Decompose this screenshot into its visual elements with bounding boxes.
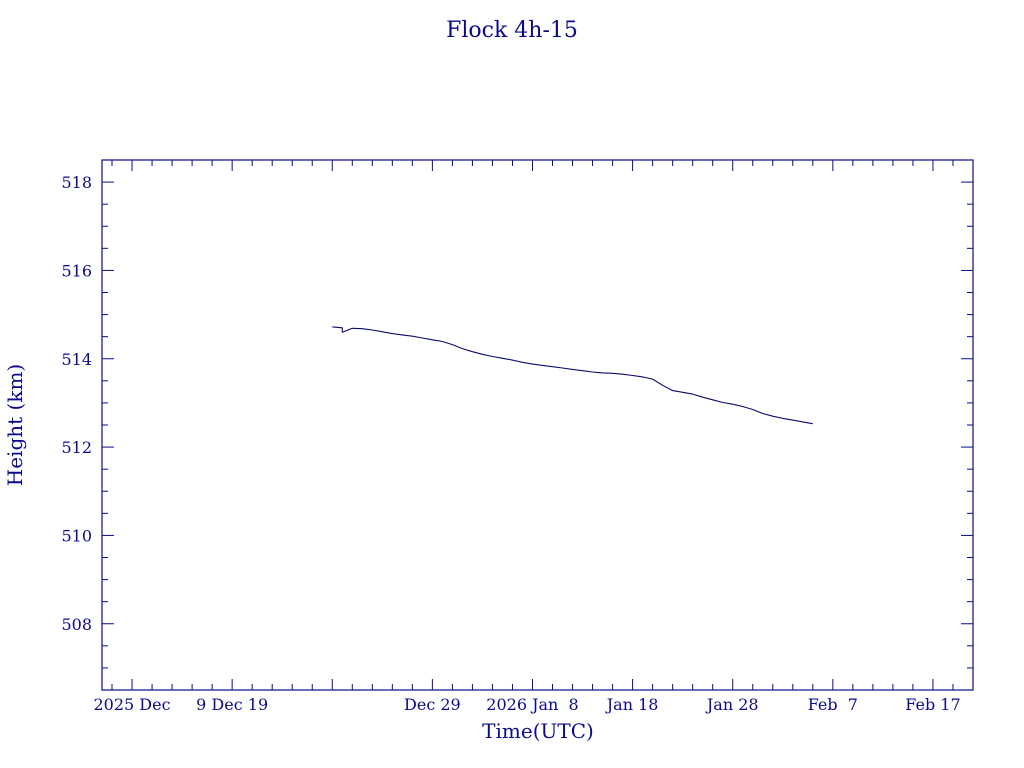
y-tick-label: 510 <box>61 526 92 545</box>
y-tick-label: 516 <box>61 261 92 280</box>
x-tick-label: 2026 Jan 8 <box>486 695 578 714</box>
chart-title: Flock 4h-15 <box>446 18 578 43</box>
x-tick-label: 2025 Dec <box>94 695 171 714</box>
x-tick-label: 9 Dec 19 <box>196 695 268 714</box>
y-tick-label: 518 <box>61 173 92 192</box>
x-tick-label: Feb 17 <box>905 695 960 714</box>
x-tick-label: Jan 28 <box>705 695 759 714</box>
height-series-line <box>332 326 813 425</box>
y-axis-label: Height (km) <box>3 364 27 486</box>
y-tick-label: 512 <box>61 438 92 457</box>
y-axis-ticks: 508 510 512 514 516 518 <box>61 159 973 691</box>
y-tick-label: 514 <box>61 350 92 369</box>
series-layer <box>332 326 813 425</box>
x-tick-label: Dec 29 <box>404 695 461 714</box>
x-tick-label: Jan 18 <box>605 695 659 714</box>
plot-frame <box>101 159 974 691</box>
y-tick-label: 508 <box>61 615 92 634</box>
x-axis-ticks: 2025 Dec 9 Dec 19 Dec 29 2026 Jan 8 Jan 18 Ja… <box>94 160 974 714</box>
x-tick-label: Feb 7 <box>808 695 858 714</box>
x-axis-label: Time(UTC) <box>482 719 594 743</box>
